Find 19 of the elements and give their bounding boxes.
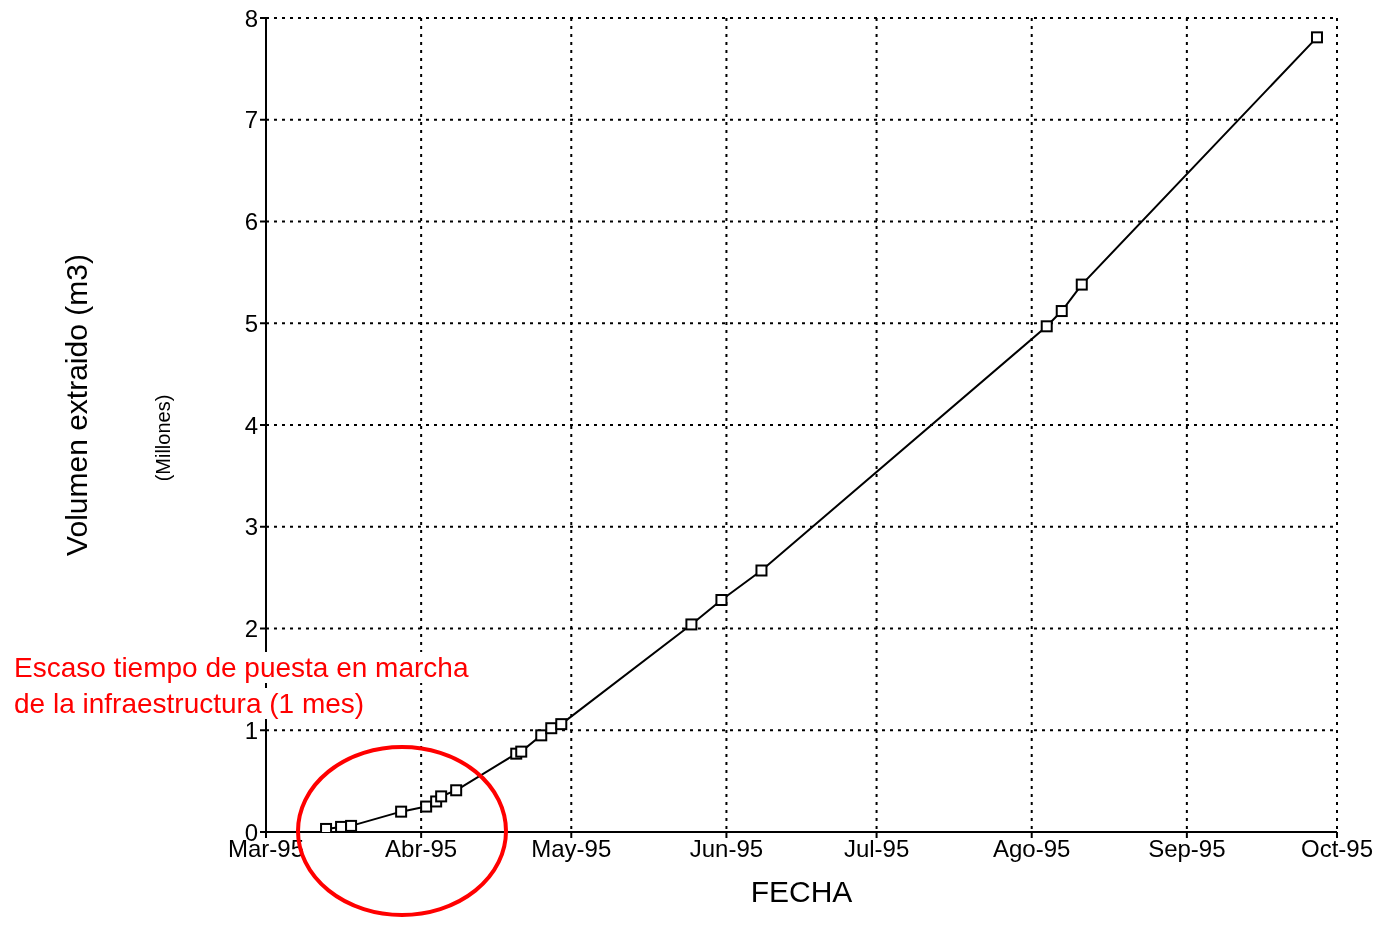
y-tick-label: 4	[244, 411, 258, 439]
text: (Millones)	[151, 394, 175, 482]
x-tick-label: May-95	[531, 835, 612, 863]
x-tick-label: Abr-95	[385, 835, 458, 863]
y-tick-label: 7	[244, 106, 258, 134]
y-axis-title: Volumen extraido (m3)	[59, 254, 93, 556]
x-axis-title: FECHA	[750, 875, 853, 908]
y-tick-label: 6	[244, 208, 258, 236]
y-tick-label: 5	[244, 309, 258, 337]
y-tick-label: 2	[244, 615, 258, 643]
x-tick-label: Jul-95	[843, 835, 910, 863]
x-tick-label: Jun-95	[689, 835, 764, 863]
x-tick-label: Ago-95	[993, 835, 1071, 863]
annotation: Escaso tiempo de puesta en marcha de la infraestructura (1 mes)	[14, 652, 469, 719]
x-tick-label: Oct-95	[1300, 835, 1374, 863]
y-tick-label: 8	[244, 4, 258, 32]
y-tick-label: 1	[244, 716, 258, 744]
x-tick-label: Sep-95	[1148, 835, 1226, 863]
y-tick-label: 3	[244, 513, 258, 541]
